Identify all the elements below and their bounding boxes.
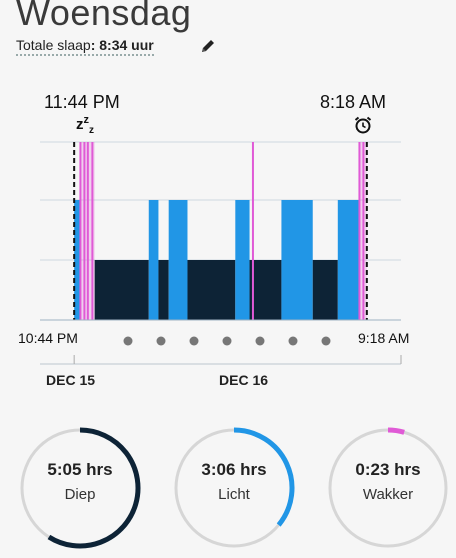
- ring-deep: [20, 427, 141, 549]
- light-segment: [281, 200, 313, 320]
- summary-light-label: Licht: [218, 486, 250, 503]
- summary-awake-label: Wakker: [362, 486, 414, 503]
- light-segment: [168, 200, 188, 320]
- ring-progress: [47, 427, 141, 549]
- light-segment: [148, 200, 159, 320]
- light-segment: [337, 200, 360, 320]
- summary-light-value: 3:06 hrs: [201, 460, 267, 479]
- total-sleep[interactable]: Totale slaap: 8:34 uur: [16, 38, 154, 56]
- deep-segment: [249, 260, 282, 320]
- hour-dot: [222, 336, 232, 346]
- day-title: Woensdag: [16, 0, 192, 33]
- ring-light: [174, 427, 295, 548]
- hour-dot: [189, 336, 199, 346]
- date-end-label: DEC 16: [219, 372, 269, 388]
- total-sleep-value: : 8:34 uur: [90, 37, 154, 53]
- deep-segment: [187, 260, 236, 320]
- hour-dot: [255, 336, 265, 346]
- summary-light[interactable]: 3:06 hrs Licht: [170, 424, 298, 552]
- ring-progress: [387, 427, 405, 435]
- deep-segment: [94, 260, 149, 320]
- ring-awake: [328, 427, 448, 548]
- sleep-icon: zzz: [76, 114, 94, 136]
- date-start-label: DEC 15: [46, 372, 96, 388]
- range-start-time: 10:44 PM: [18, 330, 78, 346]
- deep-segment: [312, 260, 338, 320]
- summary-awake-value: 0:23 hrs: [355, 460, 421, 479]
- total-sleep-label: Totale slaap: [16, 37, 91, 53]
- hour-dot: [156, 336, 166, 346]
- range-end-time: 9:18 AM: [358, 330, 410, 346]
- sleep-hypnogram[interactable]: [0, 0, 456, 400]
- summary-deep[interactable]: 5:05 hrs Diep: [16, 424, 144, 552]
- summary-deep-value: 5:05 hrs: [47, 460, 113, 479]
- ring-progress: [233, 427, 295, 527]
- alarm-clock-icon: [354, 116, 372, 134]
- summary-deep-label: Diep: [64, 486, 96, 503]
- hour-dot: [123, 336, 133, 346]
- summary-awake[interactable]: 0:23 hrs Wakker: [324, 424, 452, 552]
- sleep-start-time: 11:44 PM: [44, 92, 120, 112]
- light-segment: [235, 200, 250, 320]
- light-segment: [74, 200, 81, 320]
- hour-dot: [288, 336, 298, 346]
- hour-dot: [321, 336, 331, 346]
- sleep-end-time: 8:18 AM: [320, 92, 387, 112]
- deep-segment: [158, 260, 169, 320]
- pencil-icon[interactable]: [199, 37, 217, 55]
